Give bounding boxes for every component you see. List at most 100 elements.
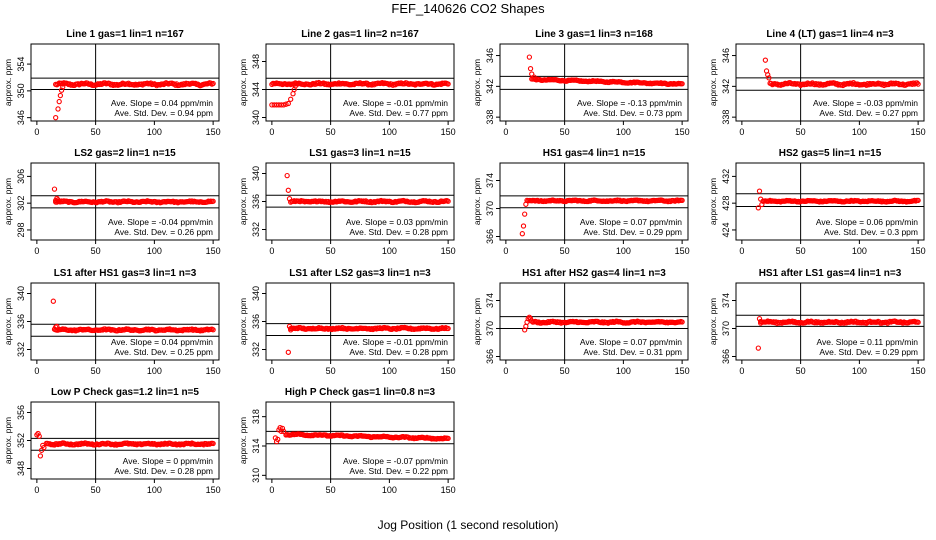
data-points bbox=[519, 197, 685, 237]
data-point bbox=[679, 197, 685, 204]
y-tick-label: 352 bbox=[16, 433, 26, 448]
x-tick-label: 100 bbox=[382, 485, 397, 495]
plot-frame bbox=[735, 43, 925, 122]
y-axis-label: approx. ppm bbox=[472, 298, 482, 345]
figure-title: FEF_140626 CO2 Shapes bbox=[391, 1, 545, 16]
x-tick-label: 50 bbox=[91, 127, 101, 137]
data-point bbox=[527, 65, 534, 72]
data-points bbox=[284, 172, 451, 206]
data-point bbox=[290, 91, 296, 97]
std-annotation: Ave. Std. Dev. = 0.29 ppm bbox=[583, 227, 682, 237]
data-point bbox=[210, 440, 216, 447]
x-tick-label: 150 bbox=[675, 366, 690, 376]
data-point bbox=[210, 327, 216, 333]
data-point bbox=[813, 319, 819, 325]
std-annotation: Ave. Std. Dev. = 0.29 ppm bbox=[819, 347, 918, 357]
data-point bbox=[36, 433, 42, 439]
x-tick-label: 100 bbox=[147, 246, 162, 256]
y-axis-label: approx. ppm bbox=[472, 59, 482, 106]
data-point bbox=[766, 75, 772, 81]
y-tick-label: 342 bbox=[485, 79, 495, 94]
x-tick-label: 100 bbox=[616, 246, 631, 256]
data-point bbox=[335, 81, 341, 87]
data-point bbox=[283, 101, 289, 107]
slope-annotation: Ave. Slope = -0.01 ppm/min bbox=[343, 337, 448, 347]
y-tick-label: 354 bbox=[16, 57, 26, 72]
x-tick-label: 100 bbox=[616, 127, 631, 137]
std-annotation: Ave. Std. Dev. = 0.73 ppm bbox=[583, 108, 682, 118]
y-axis-label: approx. ppm bbox=[238, 178, 248, 225]
panel-10: LS1 after LS2 gas=3 lin=1 n=3 0 50 100 150 33… bbox=[238, 268, 456, 376]
y-tick-label: 348 bbox=[251, 54, 261, 69]
y-tick-label: 314 bbox=[251, 438, 261, 453]
data-points bbox=[34, 430, 216, 459]
x-tick-label: 50 bbox=[796, 127, 806, 137]
y-tick-label: 336 bbox=[16, 314, 26, 329]
data-point bbox=[755, 205, 761, 211]
x-tick-label: 50 bbox=[91, 366, 101, 376]
data-point bbox=[56, 98, 62, 105]
x-tick-label: 0 bbox=[269, 485, 274, 495]
slope-annotation: Ave. Slope = -0.03 ppm/min bbox=[813, 98, 918, 108]
std-annotation: Ave. Std. Dev. = 0.25 ppm bbox=[114, 347, 213, 357]
y-tick-label: 332 bbox=[251, 222, 261, 237]
data-point bbox=[915, 81, 921, 87]
x-tick-label: 50 bbox=[560, 366, 570, 376]
data-point bbox=[445, 325, 451, 332]
x-tick-label: 0 bbox=[739, 127, 744, 137]
plot-frame bbox=[30, 162, 220, 241]
panel-3: Line 3 gas=1 lin=3 n=168 0 50 100 150 338 342 3… bbox=[472, 29, 690, 137]
x-tick-label: 0 bbox=[34, 366, 39, 376]
y-axis-label: approx. ppm bbox=[708, 298, 718, 345]
x-tick-label: 100 bbox=[147, 485, 162, 495]
std-annotation: Ave. Std. Dev. = 0.22 ppm bbox=[349, 466, 448, 476]
panel-title: High P Check gas=1 lin=0.8 n=3 bbox=[285, 387, 436, 398]
y-axis-label: approx. ppm bbox=[3, 59, 13, 106]
x-tick-label: 100 bbox=[852, 127, 867, 137]
x-tick-label: 100 bbox=[147, 127, 162, 137]
x-tick-label: 150 bbox=[911, 366, 926, 376]
data-point bbox=[759, 201, 765, 208]
panel-12: HS1 after LS1 gas=4 lin=1 n=3 0 50 100 150 36… bbox=[708, 268, 926, 376]
panel-title: LS1 after HS1 gas=3 lin=1 n=3 bbox=[54, 268, 197, 279]
y-tick-label: 356 bbox=[16, 405, 26, 420]
x-tick-label: 50 bbox=[560, 127, 570, 137]
data-point bbox=[51, 186, 58, 192]
plot-frame bbox=[265, 401, 455, 480]
data-point bbox=[285, 187, 291, 193]
y-axis-label: approx. ppm bbox=[708, 178, 718, 225]
y-tick-label: 332 bbox=[251, 342, 261, 357]
x-tick-label: 0 bbox=[269, 246, 274, 256]
plot-frame bbox=[265, 43, 455, 122]
y-tick-label: 366 bbox=[485, 229, 495, 244]
y-tick-label: 332 bbox=[16, 342, 26, 357]
x-tick-label: 100 bbox=[852, 366, 867, 376]
panel-title: LS1 gas=3 lin=1 n=15 bbox=[309, 148, 411, 159]
data-points bbox=[51, 186, 216, 206]
y-tick-label: 348 bbox=[16, 461, 26, 476]
data-point bbox=[367, 198, 374, 205]
data-point bbox=[288, 96, 294, 102]
std-annotation: Ave. Std. Dev. = 0.3 ppm bbox=[824, 227, 918, 237]
panel-7: HS1 gas=4 lin=1 n=15 0 50 100 150 366 370 374ap… bbox=[472, 148, 690, 256]
y-axis-label: approx. ppm bbox=[3, 417, 13, 464]
y-tick-label: 366 bbox=[721, 349, 731, 364]
panel-title: Low P Check gas=1.2 lin=1 n=5 bbox=[51, 387, 199, 398]
x-tick-label: 0 bbox=[739, 366, 744, 376]
data-point bbox=[64, 198, 71, 205]
slope-annotation: Ave. Slope = 0.06 ppm/min bbox=[816, 217, 918, 227]
plot-frame bbox=[499, 282, 689, 361]
x-tick-label: 150 bbox=[206, 485, 221, 495]
x-tick-label: 50 bbox=[326, 485, 336, 495]
data-point bbox=[284, 172, 290, 179]
y-tick-label: 428 bbox=[721, 196, 731, 211]
slope-annotation: Ave. Slope = -0.13 ppm/min bbox=[577, 98, 682, 108]
x-tick-label: 100 bbox=[852, 246, 867, 256]
panel-title: Line 2 gas=1 lin=2 n=167 bbox=[301, 29, 419, 40]
data-point bbox=[278, 428, 284, 434]
slope-annotation: Ave. Slope = 0.07 ppm/min bbox=[580, 217, 682, 227]
data-point bbox=[285, 349, 291, 355]
panel-title: Line 1 gas=1 lin=1 n=167 bbox=[66, 29, 184, 40]
x-tick-label: 150 bbox=[675, 127, 690, 137]
data-point bbox=[41, 444, 47, 451]
